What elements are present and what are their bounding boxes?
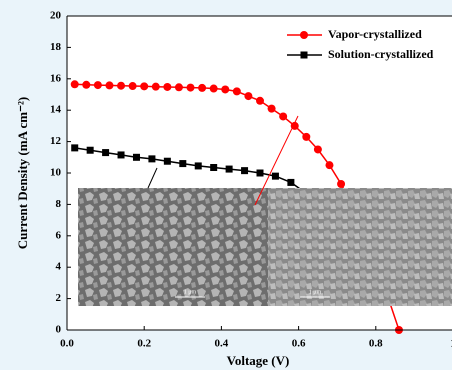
data-point [129, 82, 137, 90]
data-point [164, 158, 171, 165]
data-point [179, 160, 186, 167]
data-point [148, 155, 155, 162]
data-point [233, 87, 241, 95]
data-point [210, 164, 217, 171]
y-tick-label: 8 [56, 198, 62, 210]
data-point [133, 154, 140, 161]
data-point [256, 97, 264, 105]
data-point [314, 145, 322, 153]
data-point [195, 162, 202, 169]
data-point [118, 151, 125, 158]
x-axis-label: Voltage (V) [227, 353, 290, 368]
x-tick-label: 0.6 [292, 338, 306, 350]
data-point [244, 92, 252, 100]
data-point [337, 180, 345, 188]
data-point [117, 82, 125, 90]
legend-marker [300, 31, 308, 39]
y-tick-label: 6 [56, 229, 62, 241]
data-point [71, 144, 78, 151]
y-tick-label: 18 [50, 41, 62, 53]
y-tick-label: 16 [50, 72, 62, 84]
data-point [175, 83, 183, 91]
data-point [102, 149, 109, 156]
data-point [105, 81, 113, 89]
y-tick-label: 10 [50, 167, 62, 179]
y-tick-label: 4 [56, 261, 62, 273]
x-tick-label: 0.4 [215, 338, 229, 350]
x-tick-label: 0.0 [60, 338, 74, 350]
data-point [152, 83, 160, 91]
data-point [187, 84, 195, 92]
data-point [82, 81, 90, 89]
data-point [198, 84, 206, 92]
y-tick-label: 0 [56, 324, 62, 336]
scale-label: 1 μm [309, 289, 322, 295]
data-point [279, 112, 287, 120]
data-point [272, 173, 279, 180]
y-axis-label: Current Density (mA cm⁻²) [15, 97, 30, 249]
legend-label: Vapor-crystallized [328, 27, 422, 41]
chart: 1 μm 1 μm Voltage (V) Current Density (m… [0, 0, 452, 370]
data-point [325, 161, 333, 169]
data-point [257, 170, 264, 177]
y-tick-label: 2 [56, 292, 62, 304]
data-point [241, 167, 248, 174]
data-point [287, 179, 294, 186]
sem-image-vapor [268, 188, 452, 306]
data-point [87, 147, 94, 154]
x-tick-label: 0.8 [369, 338, 383, 350]
y-tick-label: 12 [50, 135, 62, 147]
x-tick-label: 0.2 [137, 338, 151, 350]
data-point [140, 82, 148, 90]
scale-label: 1 μm [184, 289, 197, 295]
data-point [226, 166, 233, 173]
y-tick-label: 14 [50, 104, 62, 116]
data-point [163, 83, 171, 91]
data-point [94, 81, 102, 89]
sem-image-solution [78, 188, 268, 306]
data-point [210, 85, 218, 93]
legend-label: Solution-crystallized [328, 47, 434, 61]
data-point [71, 80, 79, 88]
y-tick-label: 20 [50, 10, 62, 22]
data-point [302, 133, 310, 141]
data-point [268, 105, 276, 113]
legend-marker [301, 52, 308, 59]
data-point [221, 85, 229, 93]
